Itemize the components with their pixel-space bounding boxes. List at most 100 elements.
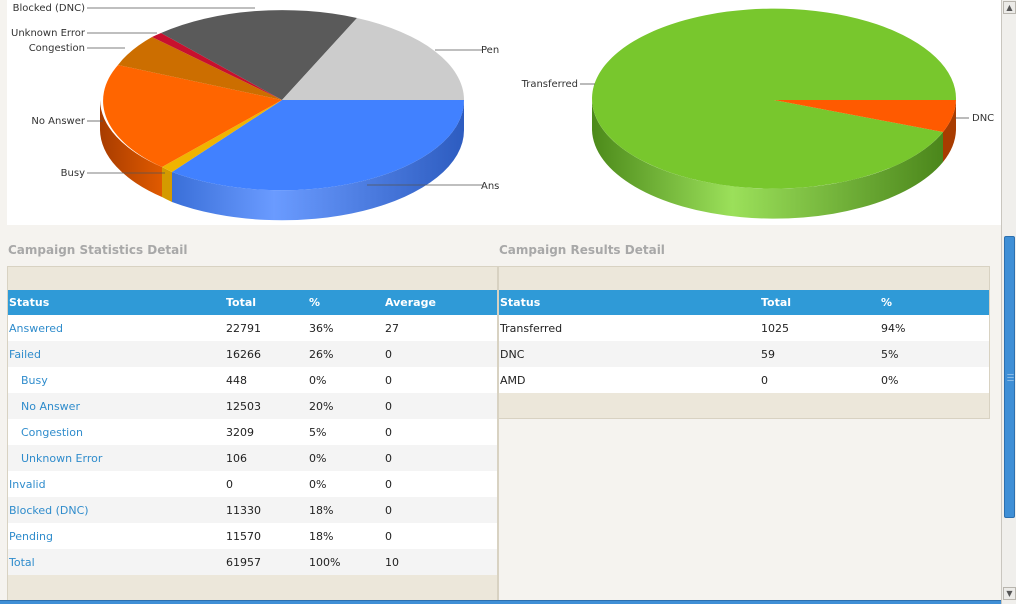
cell-total: 0 <box>226 477 233 491</box>
status-link-no-answer[interactable]: No Answer <box>21 399 80 413</box>
cell-total: 11570 <box>226 529 261 543</box>
cell-total: 61957 <box>226 555 261 569</box>
pie-charts: Blocked (DNC) Unknown Error Congestion N… <box>11 3 994 221</box>
cell-average: 10 <box>385 555 399 569</box>
pie-label-blocked-dnc: Blocked (DNC) <box>13 3 85 14</box>
charts-panel: Blocked (DNC) Unknown Error Congestion N… <box>7 0 1001 225</box>
pie-slice-answered <box>172 100 465 191</box>
table-row: DNC 59 5% <box>499 341 989 367</box>
cell-percent: 0% <box>309 451 327 465</box>
cell-total: 1025 <box>761 321 789 335</box>
panel-divider <box>498 419 499 604</box>
col-header-percent[interactable]: % <box>881 296 893 309</box>
pie-label-pending: Pen <box>481 45 499 56</box>
status-link-answered[interactable]: Answered <box>9 321 64 335</box>
status-link-busy[interactable]: Busy <box>21 373 48 387</box>
status-link-failed[interactable]: Failed <box>9 347 41 361</box>
pie-label-answered: Ans <box>481 181 499 192</box>
cell-status: DNC <box>500 347 525 361</box>
cell-average: 0 <box>385 529 392 543</box>
cell-status: AMD <box>500 373 526 387</box>
vertical-scrollbar[interactable]: ▲ — — — ▼ <box>1001 0 1016 604</box>
cell-total: 22791 <box>226 321 261 335</box>
table-row: Congestion 3209 5% 0 <box>8 419 497 445</box>
pie-label-busy: Busy <box>61 168 85 179</box>
pie-slice-transferred <box>592 8 957 189</box>
pie-left-leaders <box>87 7 483 186</box>
cell-average: 27 <box>385 321 399 335</box>
table-row: Answered 22791 36% 27 <box>8 315 497 341</box>
pie-slice-no-answer <box>103 65 282 167</box>
status-link-pending[interactable]: Pending <box>9 529 53 543</box>
status-link-total[interactable]: Total <box>9 555 35 569</box>
cell-average: 0 <box>385 373 392 387</box>
status-link-unknown-error[interactable]: Unknown Error <box>21 451 103 465</box>
pie-left <box>87 7 483 221</box>
cell-total: 448 <box>226 373 247 387</box>
table-row: Pending 11570 18% 0 <box>8 523 497 549</box>
results-table-toolbar <box>499 267 989 290</box>
pie-label-no-answer: No Answer <box>31 116 85 127</box>
cell-percent: 0% <box>881 373 899 387</box>
col-header-status[interactable]: Status <box>9 296 50 309</box>
pie-label-congestion: Congestion <box>29 43 85 54</box>
cell-percent: 18% <box>309 529 334 543</box>
col-header-total[interactable]: Total <box>226 296 257 309</box>
table-row: Unknown Error 106 0% 0 <box>8 445 497 471</box>
pie-right-leaders <box>580 83 969 119</box>
arrow-down-icon[interactable]: ▼ <box>1003 587 1016 600</box>
pie-slice-blocked-dnc <box>161 10 357 101</box>
table-row: Total 61957 100% 10 <box>8 549 497 575</box>
table-row: No Answer 12503 20% 0 <box>8 393 497 419</box>
cell-average: 0 <box>385 347 392 361</box>
pie-slice-unknown-error <box>152 33 282 100</box>
cell-percent: 0% <box>309 373 327 387</box>
col-header-average[interactable]: Average <box>385 296 436 309</box>
cell-average: 0 <box>385 477 392 491</box>
cell-total: 106 <box>226 451 247 465</box>
col-header-percent[interactable]: % <box>309 296 321 309</box>
cell-percent: 94% <box>881 321 906 335</box>
cell-percent: 20% <box>309 399 334 413</box>
scrollbar-thumb[interactable]: — — — <box>1004 236 1015 518</box>
grip-icon: — — — <box>1007 370 1014 384</box>
stats-table-toolbar <box>8 267 497 290</box>
pie-label-dnc: DNC <box>972 113 994 124</box>
cell-average: 0 <box>385 451 392 465</box>
cell-percent: 5% <box>881 347 899 361</box>
pie-label-unknown-error: Unknown Error <box>11 28 86 39</box>
cell-average: 0 <box>385 425 392 439</box>
pie-slice-congestion <box>118 37 282 100</box>
pie-left-side-busy <box>162 167 172 202</box>
cell-average: 0 <box>385 399 392 413</box>
stats-table: Status Total % Average Answered 22791 36… <box>7 266 498 604</box>
cell-average: 0 <box>385 503 392 517</box>
cell-percent: 36% <box>309 321 334 335</box>
cell-percent: 100% <box>309 555 341 569</box>
cell-total: 3209 <box>226 425 254 439</box>
pie-slice-busy <box>162 100 282 172</box>
col-header-status[interactable]: Status <box>500 296 541 309</box>
cell-percent: 5% <box>309 425 327 439</box>
arrow-up-icon[interactable]: ▲ <box>1003 1 1016 14</box>
stats-table-header: Status Total % Average <box>8 290 497 315</box>
pie-label-transferred: Transferred <box>521 79 578 90</box>
cell-total: 11330 <box>226 503 261 517</box>
cell-total: 16266 <box>226 347 261 361</box>
status-link-congestion[interactable]: Congestion <box>21 425 83 439</box>
cell-percent: 26% <box>309 347 334 361</box>
horizontal-scrollbar[interactable] <box>0 600 1001 604</box>
table-row: Failed 16266 26% 0 <box>8 341 497 367</box>
col-header-total[interactable]: Total <box>761 296 792 309</box>
status-link-invalid[interactable]: Invalid <box>9 477 46 491</box>
cell-total: 0 <box>761 373 768 387</box>
cell-total: 59 <box>761 347 775 361</box>
table-row: Transferred 1025 94% <box>499 315 989 341</box>
pie-slice-dnc <box>774 100 956 132</box>
status-link-blocked-dnc[interactable]: Blocked (DNC) <box>9 503 89 517</box>
cell-status: Transferred <box>500 321 563 335</box>
table-row: Invalid 0 0% 0 <box>8 471 497 497</box>
stats-section-title: Campaign Statistics Detail <box>8 243 188 257</box>
pie-right <box>580 8 969 219</box>
cell-total: 12503 <box>226 399 261 413</box>
